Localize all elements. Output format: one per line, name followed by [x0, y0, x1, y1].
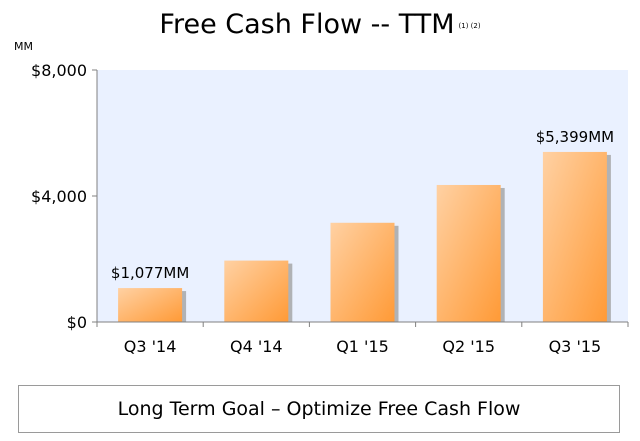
y-tick-label: $8,000: [31, 61, 87, 80]
x-tick-label: Q2 '15: [442, 337, 495, 356]
data-label: $1,077MM: [111, 264, 189, 282]
bar: [542, 151, 607, 322]
bar: [330, 222, 395, 322]
x-tick-label: Q1 '15: [336, 337, 389, 356]
goal-box: Long Term Goal – Optimize Free Cash Flow: [18, 385, 620, 433]
data-label: $5,399MM: [536, 128, 614, 146]
y-tick-label: $4,000: [31, 187, 87, 206]
x-tick-label: Q3 '15: [549, 337, 602, 356]
units-label: MM: [14, 40, 33, 53]
bar: [118, 288, 183, 322]
chart-title-text: Free Cash Flow -- TTM: [159, 9, 455, 40]
chart-title: Free Cash Flow -- TTM (1) (2): [0, 8, 640, 43]
bar: [436, 184, 501, 322]
x-tick-label: Q4 '14: [230, 337, 283, 356]
footnote-markers: (1) (2): [458, 21, 481, 30]
x-tick-label: Q3 '14: [124, 337, 177, 356]
bar-chart: Q3 '14 $1,077MM Q4 '14 Q1 '15 Q2 '15 Q3 '15 $5…: [31, 61, 629, 356]
goal-text: Long Term Goal – Optimize Free Cash Flow: [117, 398, 521, 420]
bar: [224, 260, 289, 322]
y-tick-label: $0: [67, 313, 87, 332]
